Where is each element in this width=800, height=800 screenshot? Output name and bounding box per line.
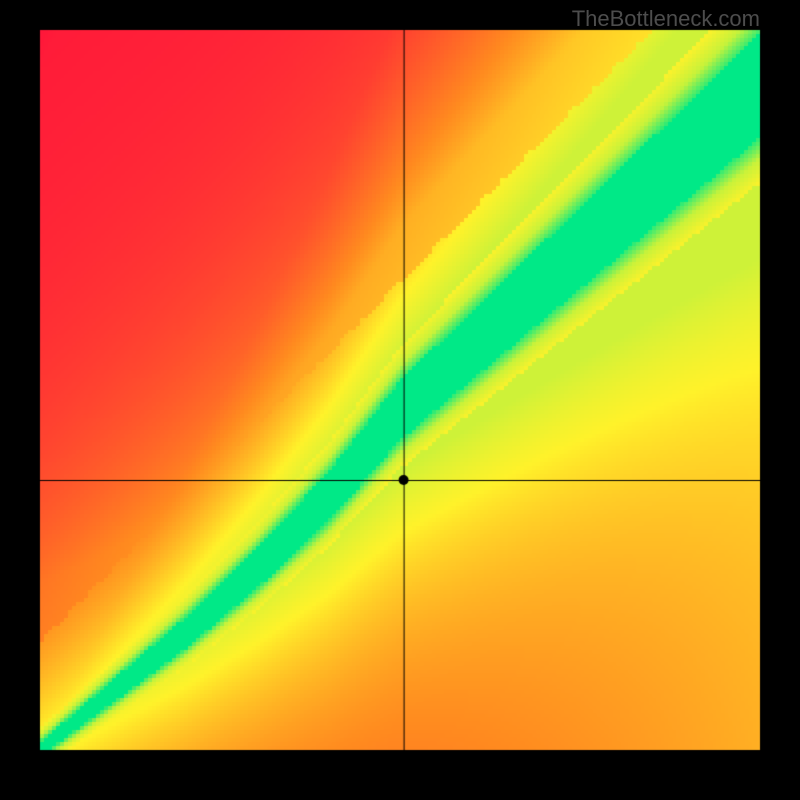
heatmap-canvas xyxy=(0,0,800,800)
chart-container: TheBottleneck.com xyxy=(0,0,800,800)
watermark-text: TheBottleneck.com xyxy=(572,6,760,32)
